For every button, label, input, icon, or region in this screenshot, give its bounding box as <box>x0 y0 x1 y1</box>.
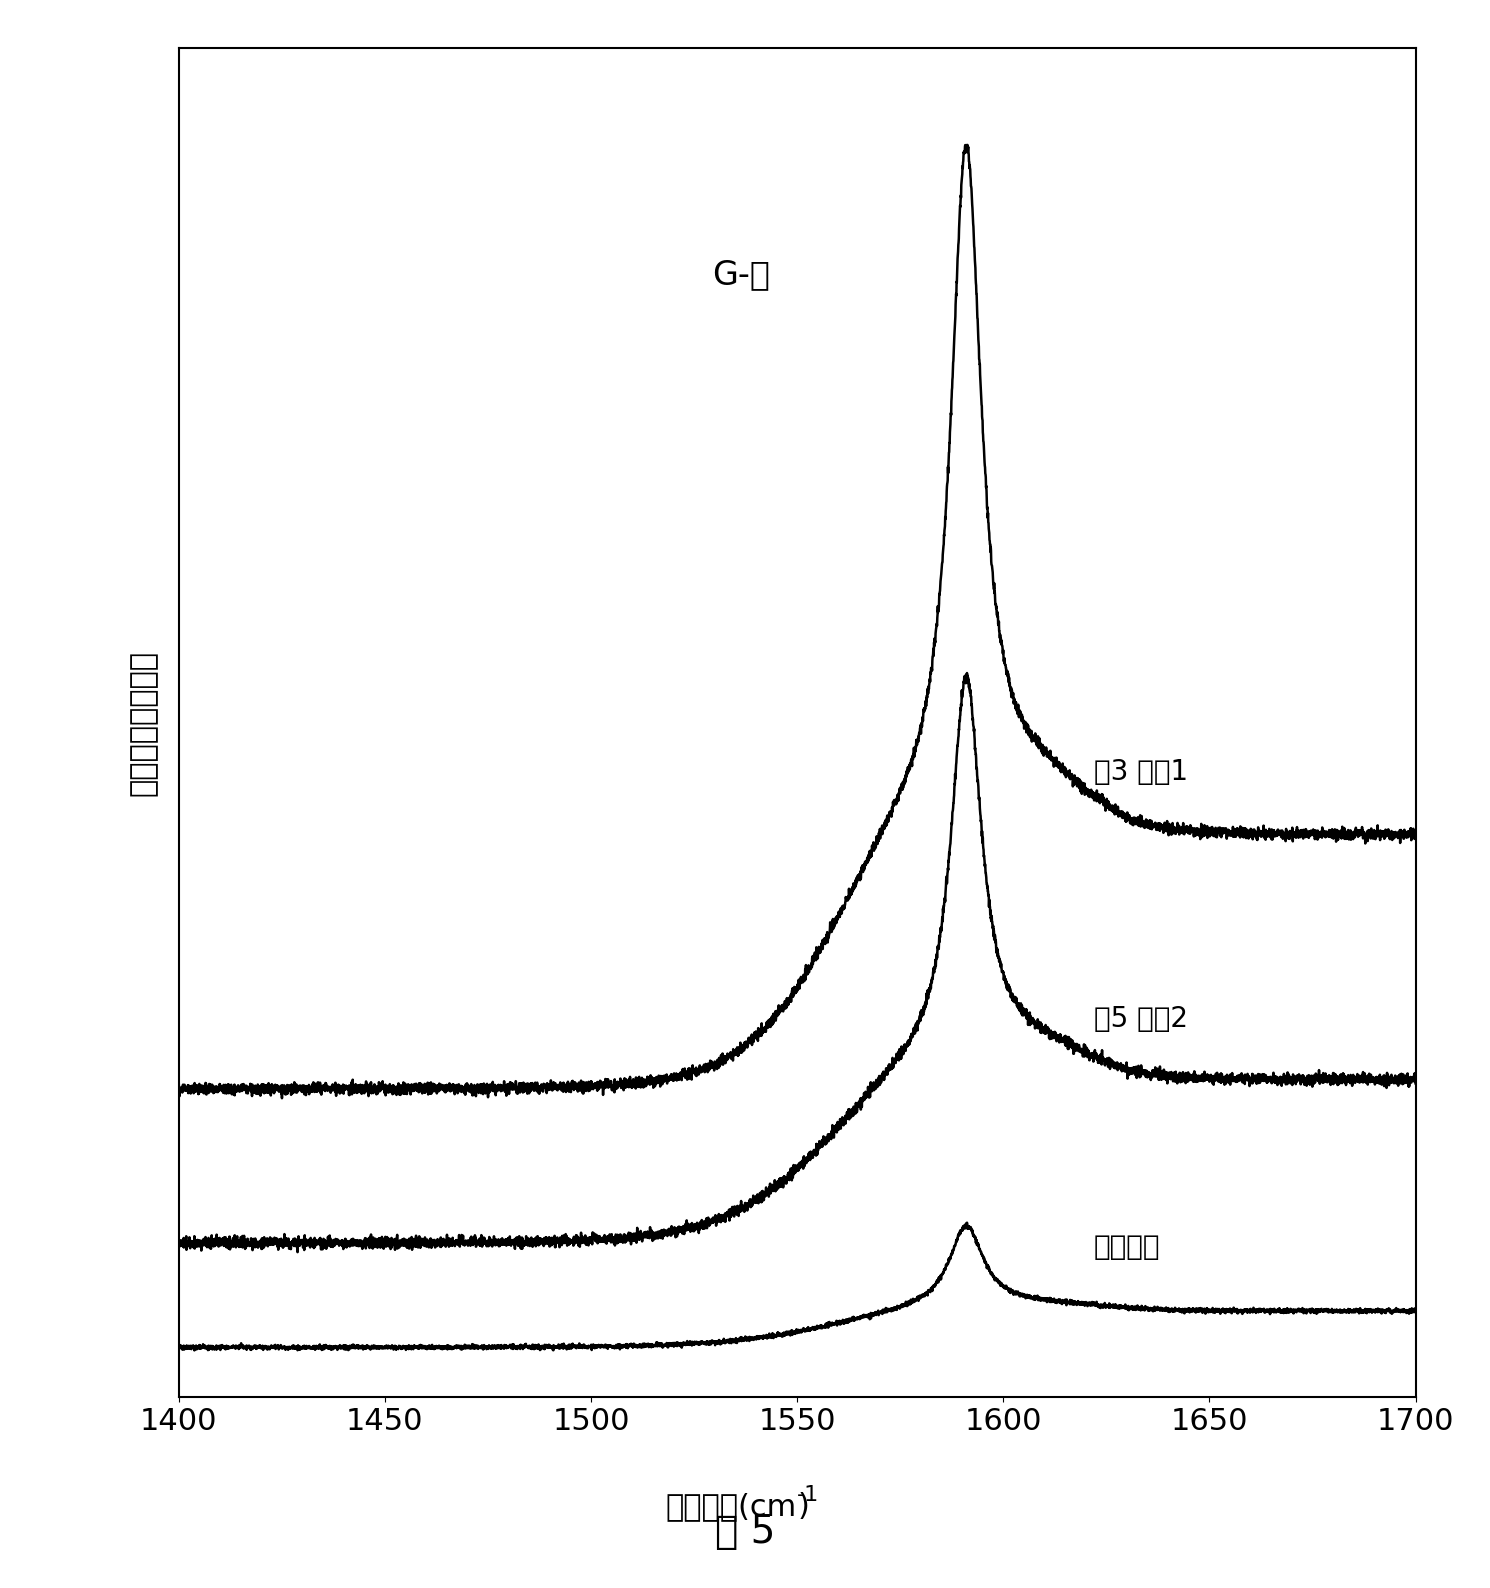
Text: 图 5: 图 5 <box>715 1513 775 1551</box>
Text: 纯化后的: 纯化后的 <box>1094 1234 1161 1261</box>
Text: 例5 样品2: 例5 样品2 <box>1094 1005 1188 1032</box>
Text: ): ) <box>797 1493 809 1521</box>
Text: 例3 样品1: 例3 样品1 <box>1094 759 1188 786</box>
Text: -1: -1 <box>797 1485 820 1505</box>
Y-axis label: 强度（任意单位）: 强度（任意单位） <box>130 649 158 796</box>
Text: G-带: G-带 <box>712 257 770 291</box>
Text: 拉曼位移(cm: 拉曼位移(cm <box>666 1493 797 1521</box>
